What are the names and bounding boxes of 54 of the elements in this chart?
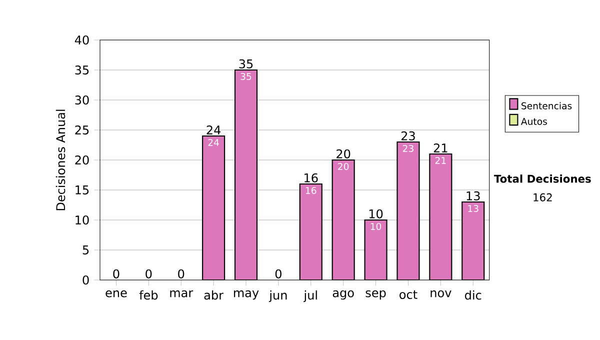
y-axis-title: Decisiones Anual [56,110,66,210]
data-label: 10 [370,222,382,230]
bar [332,159,355,280]
total-label: 16 [304,173,318,182]
data-label: 21 [435,156,446,164]
x-tick-label: ago [332,290,354,300]
y-tick-label: 35 [75,65,89,75]
total-label: 20 [336,149,350,158]
x-tick-label: ene [106,290,127,298]
y-tick-label: 5 [82,246,89,254]
bar [234,69,258,280]
total-label: 0 [275,269,282,278]
legend-label: Autos [520,118,547,125]
bar [299,183,322,280]
x-tick-label: mar [170,290,194,298]
total-label: 21 [434,143,448,152]
total-label: 0 [178,269,184,278]
total-label: 0 [113,269,120,278]
y-tick-label: 20 [75,155,89,165]
total-label: 13 [466,191,480,200]
total-label: 24 [206,125,221,134]
bar [462,201,485,280]
data-label: 13 [468,204,478,212]
y-tick-label: 30 [75,95,89,105]
data-label: 23 [402,144,414,152]
bar [364,219,388,280]
data-label: 24 [208,138,219,146]
total-label: 0 [146,269,152,278]
total-label: 35 [239,59,253,68]
x-tick-label: sep [366,290,386,300]
y-tick-label: 15 [76,186,89,194]
y-tick-label: 0 [82,275,89,285]
total-label: 23 [401,131,415,140]
bar [202,135,226,280]
x-tick-label: oct [400,290,418,299]
y-tick-label: 10 [76,215,89,225]
bar [396,141,420,280]
y-tick-label: 40 [74,35,89,45]
y-tick-label: 25 [75,125,89,135]
x-tick-label: dic [465,290,482,300]
text: Total Decisiones [494,174,591,183]
x-tick-label: feb [139,290,158,300]
bar [429,153,452,280]
x-tick-label: may [234,290,259,300]
data-label: 20 [338,162,349,170]
x-tick-label: jul [304,290,317,302]
data-label: 35 [240,72,252,80]
text: 162 [534,193,552,202]
data-label: 16 [306,186,316,194]
x-tick-label: abr [204,290,224,300]
total-label: 10 [369,209,383,218]
legend-label: Sentencias [522,102,572,110]
x-tick-label: jun [268,290,287,302]
x-tick-label: nov [430,290,452,298]
